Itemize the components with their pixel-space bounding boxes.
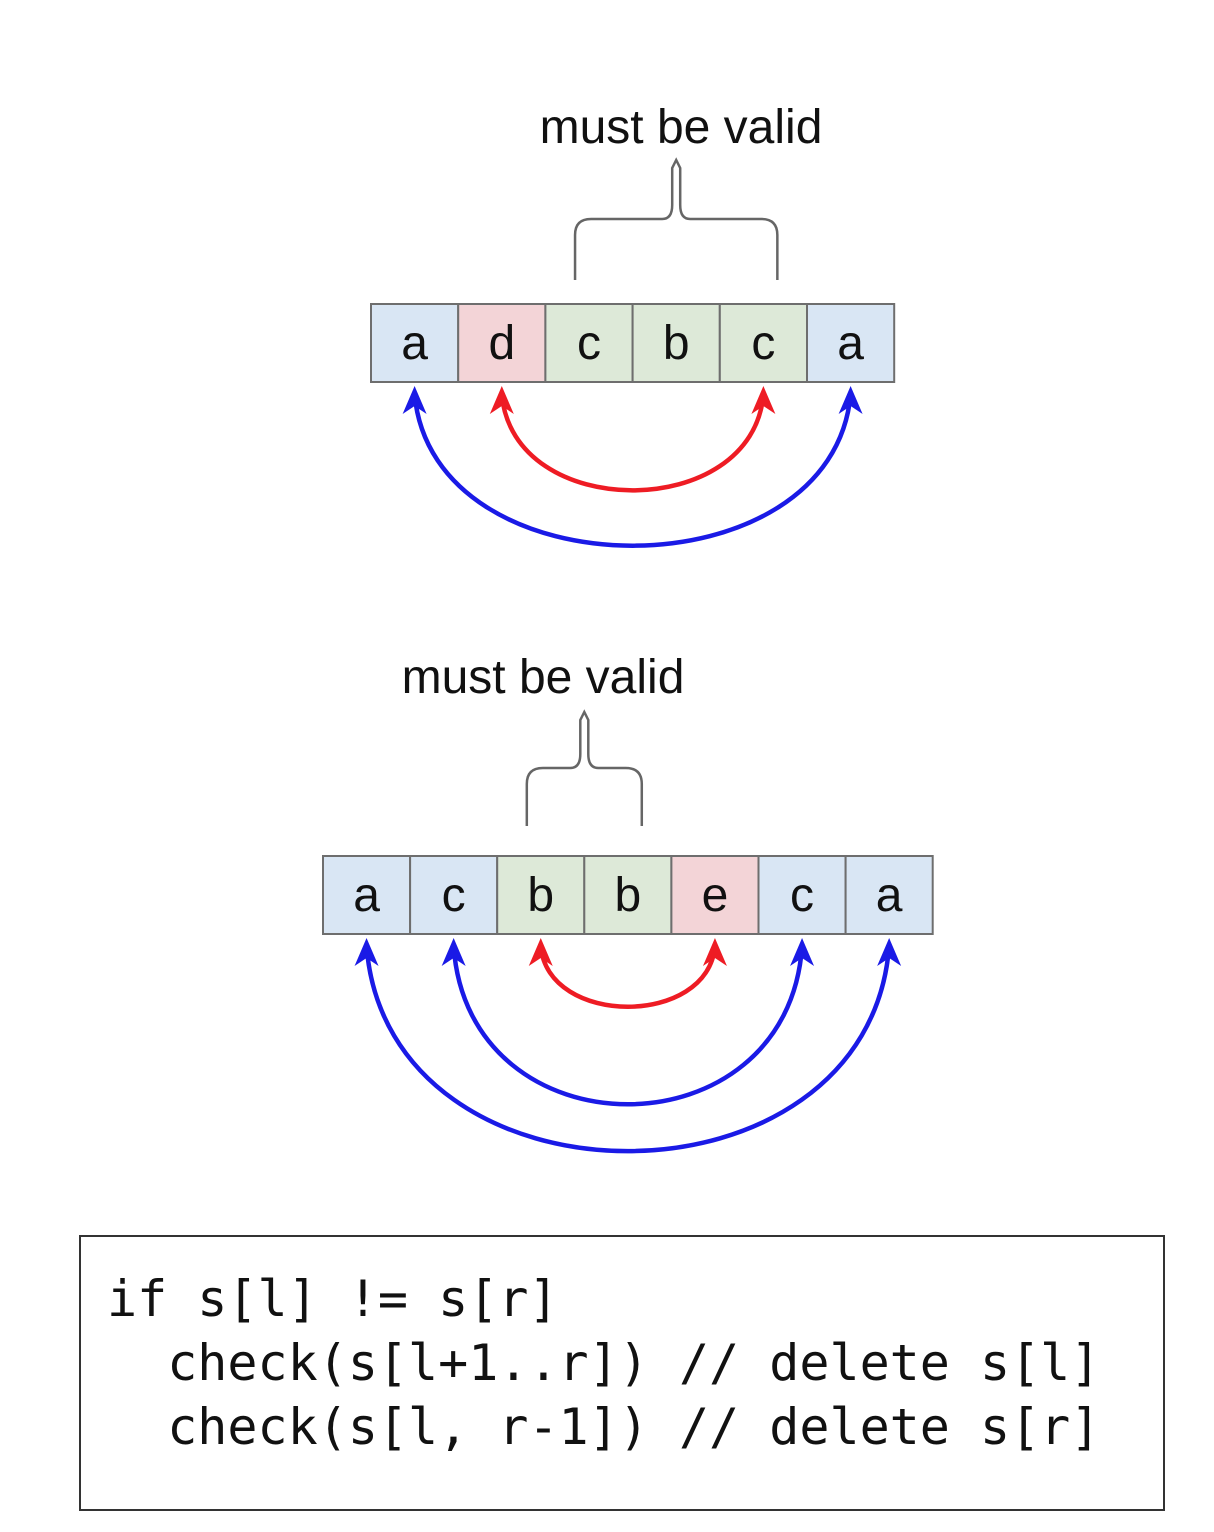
cell-char: a <box>353 869 380 922</box>
comparison-arcs <box>354 938 902 1154</box>
code-line: check(s[l+1..r]) // delete s[l] <box>107 1334 1101 1392</box>
cell-matched: a <box>806 303 896 383</box>
cell-char: a <box>837 317 864 370</box>
match-arc <box>441 938 815 1107</box>
match-arc <box>354 938 902 1154</box>
cell-matched: a <box>322 855 412 935</box>
cell-valid: b <box>583 855 673 935</box>
comparison-arcs <box>402 386 863 548</box>
code-line: if s[l] != s[r] <box>107 1270 559 1328</box>
curly-brace <box>525 709 644 826</box>
cell-char: c <box>790 869 814 922</box>
cell-char: b <box>527 869 554 922</box>
cell-box <box>670 855 760 935</box>
arrowhead <box>354 938 379 966</box>
cell-valid: b <box>496 855 586 935</box>
cell-char: b <box>663 317 690 370</box>
cell-mismatch: d <box>457 303 547 383</box>
arrowhead <box>702 938 727 966</box>
cell-box <box>718 303 808 383</box>
arrowhead <box>790 938 815 966</box>
cell-char: d <box>488 317 515 370</box>
mismatch-arc <box>489 386 776 493</box>
cell-box <box>844 855 934 935</box>
diagram-delete-left: must be valid a d c b c a <box>370 101 896 548</box>
cell-char: c <box>577 317 601 370</box>
arrowhead <box>751 386 776 414</box>
cell-matched: c <box>409 855 499 935</box>
code-block: if s[l] != s[r] check(s[l+1..r]) // dele… <box>79 1235 1165 1511</box>
cell-box <box>370 303 460 383</box>
cell-matched: c <box>757 855 847 935</box>
arrowhead <box>489 386 514 414</box>
arc-line <box>499 393 766 493</box>
cell-box <box>322 855 412 935</box>
cell-box <box>496 855 586 935</box>
cell-valid: c <box>544 303 634 383</box>
brace-label: must be valid <box>540 101 823 154</box>
match-arc <box>402 386 863 548</box>
cell-char: c <box>751 317 775 370</box>
cell-box <box>544 303 634 383</box>
cell-char: c <box>442 869 466 922</box>
cell-matched: a <box>370 303 460 383</box>
arrowhead <box>528 938 553 966</box>
cell-box <box>457 303 547 383</box>
arrowhead <box>402 386 427 414</box>
cell-char: b <box>614 869 641 922</box>
cell-char: a <box>876 869 903 922</box>
cell-char: a <box>401 317 428 370</box>
curly-brace <box>573 157 779 280</box>
mismatch-arc <box>528 938 727 1009</box>
cell-valid: b <box>631 303 721 383</box>
arc-line <box>538 945 718 1009</box>
arrowhead <box>838 386 863 414</box>
cell-valid: c <box>718 303 808 383</box>
arc-line <box>412 393 853 548</box>
brace-label: must be valid <box>402 651 685 704</box>
arc-line <box>451 945 805 1107</box>
arc-line <box>364 945 892 1154</box>
arrowhead <box>441 938 466 966</box>
cell-char: e <box>702 869 729 922</box>
cell-matched: a <box>844 855 934 935</box>
cell-box <box>631 303 721 383</box>
cell-box <box>806 303 896 383</box>
code-line: check(s[l, r-1]) // delete s[r] <box>107 1398 1101 1456</box>
cell-mismatch: e <box>670 855 760 935</box>
arrowhead <box>877 938 902 966</box>
diagram-delete-right: must be valid a c b b e c a <box>322 651 934 1154</box>
